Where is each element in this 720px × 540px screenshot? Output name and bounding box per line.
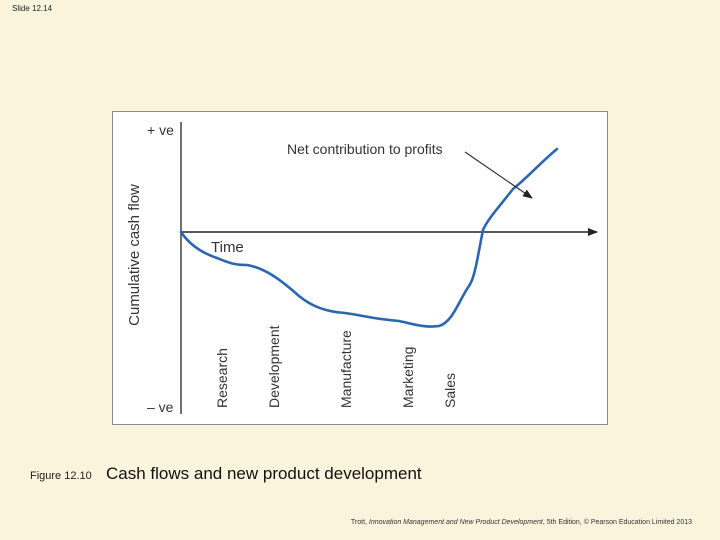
figure-title: Cash flows and new product development (106, 464, 422, 483)
source-credit: Trott, Innovation Management and New Pro… (351, 519, 692, 526)
annotation-label: Net contribution to profits (287, 141, 443, 157)
stage-label-research: Research (214, 348, 230, 408)
stage-label-manufacture: Manufacture (338, 330, 354, 408)
y-top-label: + ve (147, 122, 174, 138)
stage-label-marketing: Marketing (400, 347, 416, 408)
figure-caption: Figure 12.10 Cash flows and new product … (30, 464, 422, 484)
figure-number: Figure 12.10 (30, 470, 92, 482)
y-axis-label: Cumulative cash flow (126, 184, 143, 326)
slide-number: Slide 12.14 (12, 4, 53, 13)
credit-book-title: Innovation Management and New Product De… (368, 519, 543, 526)
cash-flow-diagram: + ve – ve Cumulative cash flow Time Net … (112, 111, 608, 425)
credit-suffix: , 5th Edition, © Pearson Education Limit… (542, 519, 692, 526)
y-bottom-label: – ve (147, 399, 174, 415)
stage-label-sales: Sales (442, 373, 458, 408)
stage-label-development: Development (266, 325, 282, 408)
annotation-arrow (464, 151, 533, 199)
x-axis-label: Time (211, 239, 244, 256)
diagram-canvas: + ve – ve Cumulative cash flow Time Net … (126, 122, 598, 415)
cash-flow-curve (179, 147, 559, 328)
credit-prefix: Trott, (350, 519, 369, 526)
